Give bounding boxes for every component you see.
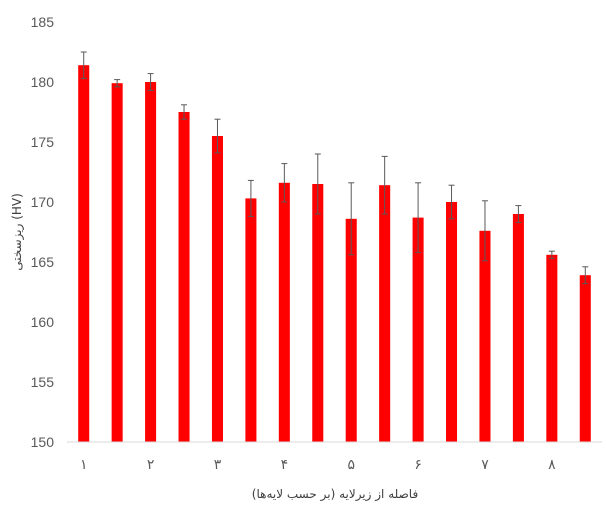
y-axis-title: ریزسختی (HV) [10,193,25,271]
y-tick-label: 150 [31,434,55,450]
bar [245,198,257,442]
error-bar [80,51,87,79]
error-bar [247,179,254,217]
error-bar [448,184,455,220]
bar [579,275,591,442]
error-bar [481,200,488,262]
bar [178,112,190,442]
y-axis-ticks: 150 155 160 165 170 175 180 185 [31,14,55,450]
bar [512,214,524,442]
x-tick-label: ۱ [80,456,88,472]
error-bars-layer [80,51,589,285]
x-tick-label: ۴ [281,456,289,472]
x-tick-label: ۷ [481,456,489,472]
x-tick-label: ۸ [548,456,556,472]
error-bar [147,73,154,91]
x-tick-label: ۲ [147,456,155,472]
error-bar [582,266,589,285]
x-tick-label: ۵ [347,456,355,472]
error-bar [181,104,188,120]
bar [78,65,90,442]
error-bar [281,163,288,203]
error-bar [381,155,388,215]
error-bar [415,182,422,253]
y-tick-label: 155 [31,374,55,390]
error-bar [515,205,522,223]
x-tick-label: ۳ [214,456,222,472]
bar [379,185,391,442]
bar [412,217,424,442]
bar [278,182,290,443]
y-tick-label: 180 [31,74,55,90]
bars-layer [78,65,591,443]
y-tick-label: 170 [31,194,55,210]
error-bar [214,118,221,154]
y-tick-label: 165 [31,254,55,270]
y-tick-label: 185 [31,14,55,30]
bar [111,83,123,442]
x-axis-ticks: ۱ ۲ ۳ ۴ ۵ ۶ ۷ ۸ [80,456,556,472]
error-bar [348,182,355,256]
bar [479,230,491,442]
y-tick-label: 175 [31,134,55,150]
error-bar [114,79,121,88]
bar [211,136,223,442]
error-bar [314,153,321,215]
error-bar [548,250,555,259]
bar [312,184,324,442]
bar [345,218,357,442]
x-tick-label: ۶ [414,456,422,472]
x-axis-title: فاصله از زیرلایه (بر حسب لایه‌ها) [252,487,418,502]
bar [145,82,157,442]
bar [446,202,458,442]
bar [546,254,558,442]
y-tick-label: 160 [31,314,55,330]
